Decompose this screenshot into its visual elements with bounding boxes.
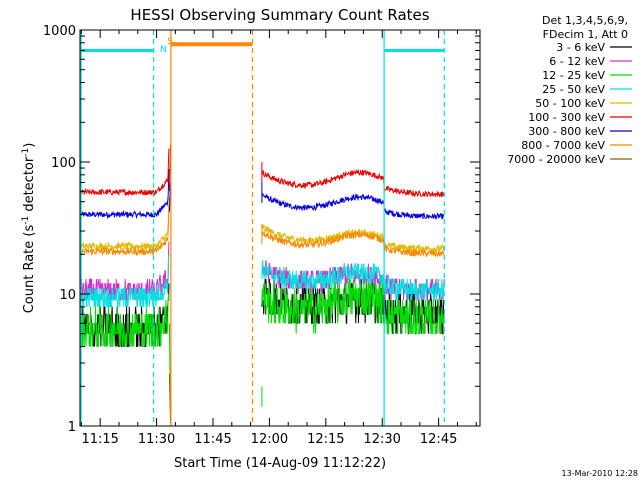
series-line-5 [80, 148, 445, 198]
y-tick-label: 10 [59, 288, 76, 303]
legend-entry-label: 3 - 6 keV [556, 41, 605, 54]
x-tick-label: 12:45 [420, 432, 457, 447]
timestamp: 13-Mar-2010 12:28 [562, 469, 639, 478]
y-tick-label: 1 [68, 420, 76, 435]
marker-S: S [167, 37, 173, 47]
x-tick-label: 11:45 [194, 432, 231, 447]
legend-entry-label: 12 - 25 keV [542, 69, 605, 82]
x-tick-label: 11:30 [138, 432, 175, 447]
y-tick-label: 1000 [43, 24, 76, 39]
chart-title: HESSI Observing Summary Count Rates [130, 6, 429, 24]
legend-entry-label: 6 - 12 keV [549, 55, 605, 68]
legend-entry-label: 25 - 50 keV [542, 83, 605, 96]
y-axis: 1 10 100 1000 [43, 24, 480, 435]
series-line-2 [80, 278, 445, 347]
legend-header: Det 1,3,4,5,6,9, [542, 14, 628, 27]
legend-entry-label: 100 - 300 keV [528, 111, 605, 124]
marker-N: N [160, 45, 167, 55]
series-lines [80, 144, 445, 424]
x-tick-label: 12:30 [363, 432, 400, 447]
legend-entry-label: 50 - 100 keV [535, 97, 605, 110]
legend: Det 1,3,4,5,6,9,FDecim 1, Att 03 - 6 keV… [507, 14, 632, 166]
legend-entry-label: 800 - 7000 keV [521, 139, 605, 152]
x-axis-label: Start Time (14-Aug-09 11:12:22) [174, 456, 386, 471]
legend-entry-label: 300 - 800 keV [528, 125, 605, 138]
series-line-7 [80, 205, 445, 259]
x-axis: 11:15 11:30 11:45 12:00 12:15 12:30 12:45 [80, 30, 477, 447]
series-line-4 [80, 197, 445, 253]
legend-entry-label: 7000 - 20000 keV [507, 153, 605, 166]
x-tick-label: 11:15 [81, 432, 118, 447]
series-line-6 [80, 169, 445, 220]
legend-header: FDecim 1, Att 0 [543, 28, 628, 41]
x-tick-label: 12:15 [307, 432, 344, 447]
series-line-3 [80, 254, 445, 308]
x-tick-label: 12:00 [251, 432, 288, 447]
annotation-bars: SN [80, 30, 445, 426]
y-tick-label: 100 [51, 156, 76, 171]
y-axis-label: Count Rate (s-1 detector-1) [21, 143, 37, 314]
plot-frame [79, 29, 481, 427]
